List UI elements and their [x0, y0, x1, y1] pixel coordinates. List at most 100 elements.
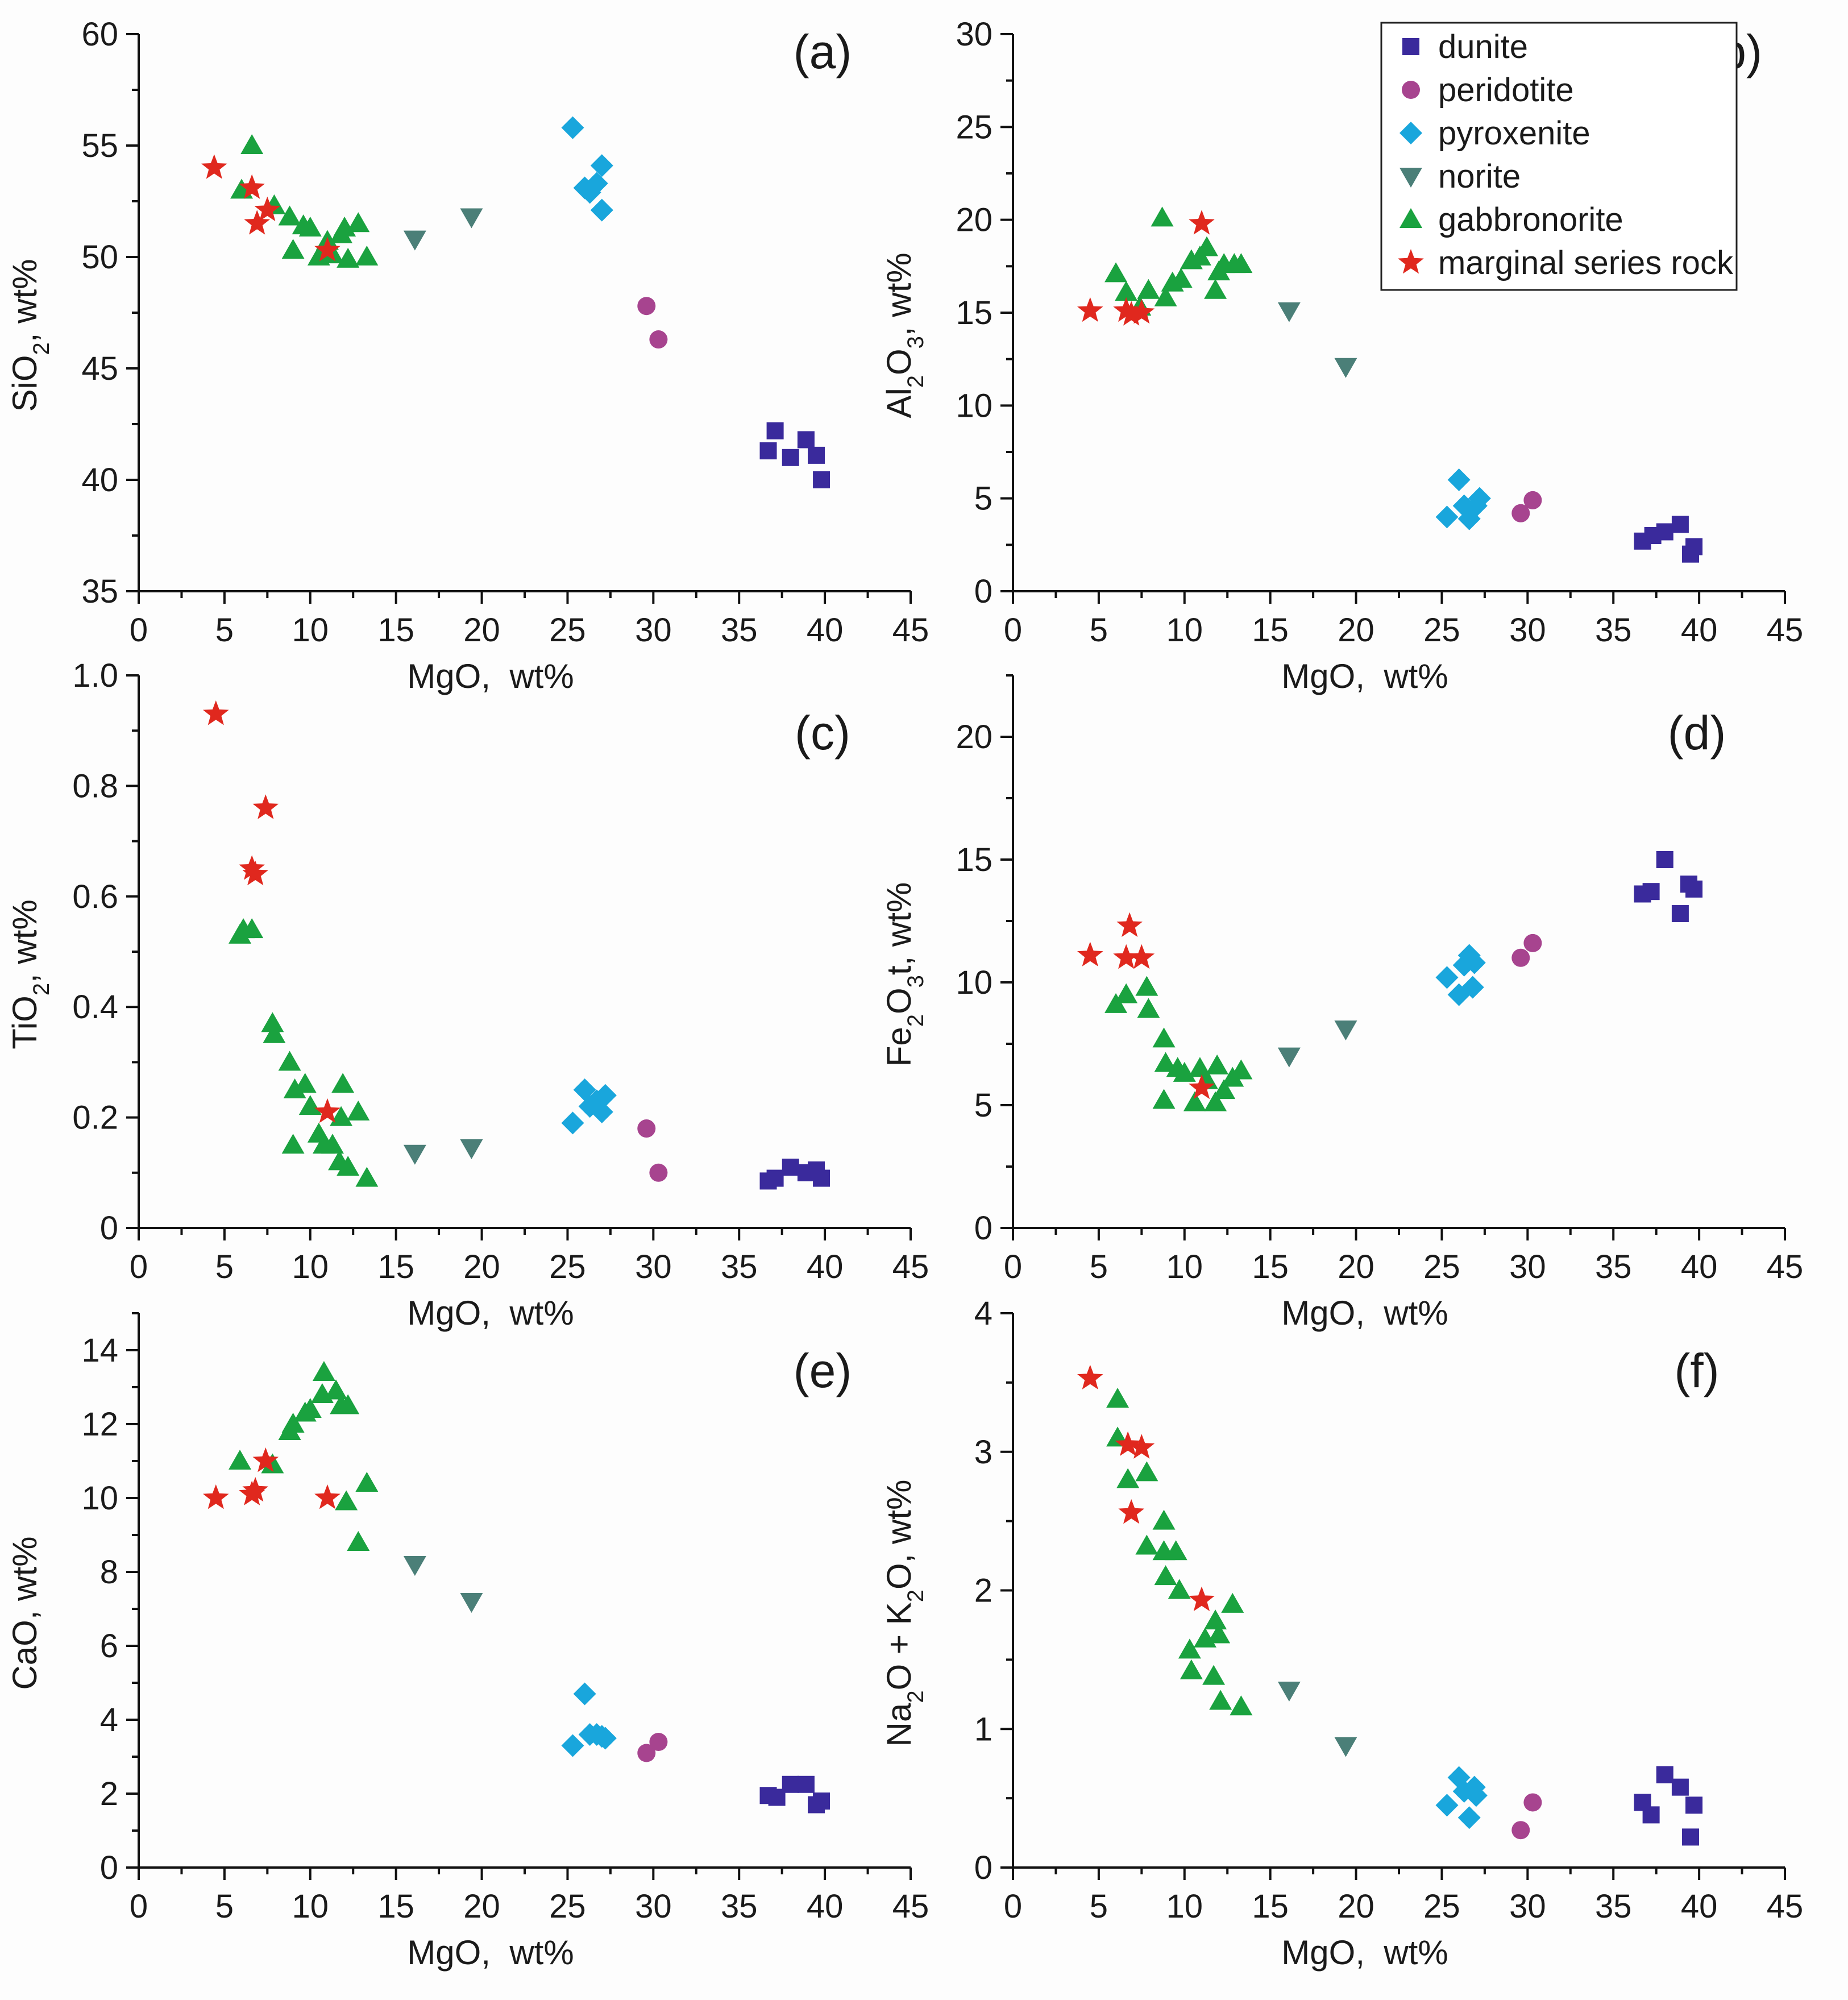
series-dunite	[759, 1159, 830, 1190]
x-axis-title: MgO, wt%	[1281, 1294, 1448, 1332]
series-norite	[1277, 1682, 1357, 1757]
x-tick-label: 35	[1595, 1888, 1632, 1925]
x-axis-title: MgO, wt%	[1281, 1933, 1448, 1972]
gabbronorite-point	[1168, 1579, 1191, 1599]
gabbronorite-point	[1152, 1027, 1176, 1048]
series-gabbronorite	[229, 1361, 379, 1551]
x-tick-label: 25	[1423, 1248, 1460, 1285]
gabbronorite-point	[1204, 1609, 1227, 1630]
gabbronorite-point	[278, 1051, 301, 1071]
x-tick-label: 0	[1004, 1248, 1022, 1285]
dunite-point	[808, 446, 825, 464]
x-tick-label: 25	[1423, 612, 1460, 649]
gabbronorite-point	[347, 1100, 370, 1121]
gabbronorite-point	[1169, 268, 1193, 288]
y-tick-label: 5	[974, 1087, 992, 1124]
x-tick-label: 40	[807, 1888, 844, 1925]
gabbronorite-point	[261, 1453, 284, 1474]
series-dunite	[759, 1775, 830, 1814]
y-tick-label: 4	[974, 1295, 992, 1332]
y-tick-label: 10	[956, 964, 992, 1001]
legend-label-marginal: marginal series rock	[1438, 244, 1734, 281]
legend-label-norite: norite	[1438, 158, 1521, 195]
gabbronorite-point	[281, 1413, 305, 1433]
y-axis-title: Al2O3, wt%	[880, 252, 928, 418]
dunite-point	[813, 471, 830, 488]
y-tick-label: 45	[81, 350, 118, 387]
x-tick-label: 0	[130, 612, 148, 649]
gabbronorite-point	[1135, 976, 1158, 996]
marginal-point	[1077, 1364, 1103, 1389]
x-tick-label: 5	[215, 1248, 234, 1285]
x-tick-label: 25	[549, 1248, 586, 1285]
legend-marker-dunite	[1402, 38, 1419, 55]
series-peridotite	[637, 1119, 668, 1182]
x-tick-label: 10	[292, 1248, 329, 1285]
y-tick-label: 6	[100, 1628, 118, 1665]
norite-point	[1334, 358, 1357, 378]
dunite-point	[1656, 523, 1673, 541]
dunite-point	[1671, 905, 1689, 923]
dunite-point	[1642, 883, 1660, 901]
marginal-point	[254, 196, 281, 222]
norite-point	[460, 1139, 483, 1160]
x-tick-label: 10	[292, 1888, 329, 1925]
x-axis-title: MgO, wt%	[407, 1933, 574, 1972]
dunite-point	[797, 431, 815, 449]
y-tick-label: 0.4	[72, 989, 118, 1026]
gabbronorite-point	[1204, 1091, 1227, 1111]
gabbronorite-point	[1204, 279, 1227, 299]
panel-b: 0 5 10 15 20 25 30 35 40 45 0 5 10 15 20 25 30 MgO, wt% Al…	[880, 16, 1803, 695]
y-tick-label: 15	[956, 841, 992, 878]
x-tick-label: 15	[1252, 1888, 1289, 1925]
x-tick-label: 45	[1767, 1888, 1804, 1925]
pyroxenite-point	[1435, 505, 1459, 529]
series-marginal	[1077, 912, 1215, 1099]
marginal-point	[239, 174, 265, 199]
y-tick-label: 50	[81, 239, 118, 276]
series-norite	[1277, 302, 1357, 378]
x-tick-label: 45	[1767, 612, 1804, 649]
pyroxenite-point	[590, 1100, 613, 1123]
series-dunite	[1634, 516, 1703, 563]
marginal-point	[1118, 1499, 1145, 1524]
x-tick-label: 40	[1681, 1248, 1718, 1285]
y-tick-label: 10	[81, 1480, 118, 1517]
marginal-point	[252, 794, 279, 819]
x-tick-label: 30	[1509, 1248, 1546, 1285]
pyroxenite-point	[1461, 976, 1484, 999]
dunite-point	[782, 1775, 799, 1793]
x-tick-label: 15	[1252, 612, 1289, 649]
gabbronorite-point	[1135, 1461, 1158, 1482]
gabbronorite-point	[1115, 281, 1138, 301]
series-pyroxenite	[1435, 1766, 1488, 1829]
dunite-point	[813, 1792, 830, 1810]
gabbronorite-point	[281, 1134, 305, 1154]
marginal-point	[314, 1098, 340, 1123]
y-tick-label: 0	[974, 1849, 992, 1886]
series-peridotite	[1511, 1793, 1542, 1840]
dunite-point	[759, 442, 777, 460]
y-tick-label: 15	[956, 294, 992, 331]
norite-point	[403, 1556, 426, 1576]
x-tick-label: 5	[215, 1888, 234, 1925]
pyroxenite-point	[1457, 1806, 1481, 1829]
peridotite-point	[1511, 948, 1530, 967]
pyroxenite-point	[1468, 487, 1491, 510]
x-axis-title: MgO, wt%	[407, 657, 574, 695]
y-tick-label: 60	[81, 16, 118, 53]
series-marginal	[1077, 1364, 1215, 1611]
peridotite-point	[637, 297, 656, 316]
y-axis-title: SiO2, wt%	[6, 259, 54, 412]
x-tick-label: 25	[549, 1888, 586, 1925]
marginal-point	[314, 1484, 340, 1509]
gabbronorite-point	[1151, 206, 1174, 227]
peridotite-point	[1511, 1821, 1530, 1840]
series-pyroxenite	[561, 116, 613, 222]
x-tick-label: 30	[635, 612, 672, 649]
gabbronorite-point	[278, 205, 301, 226]
x-axis-title: MgO, wt%	[1281, 657, 1448, 695]
gabbronorite-point	[1183, 1091, 1206, 1111]
panel-label: (f)	[1674, 1344, 1719, 1397]
x-tick-label: 45	[892, 1888, 929, 1925]
